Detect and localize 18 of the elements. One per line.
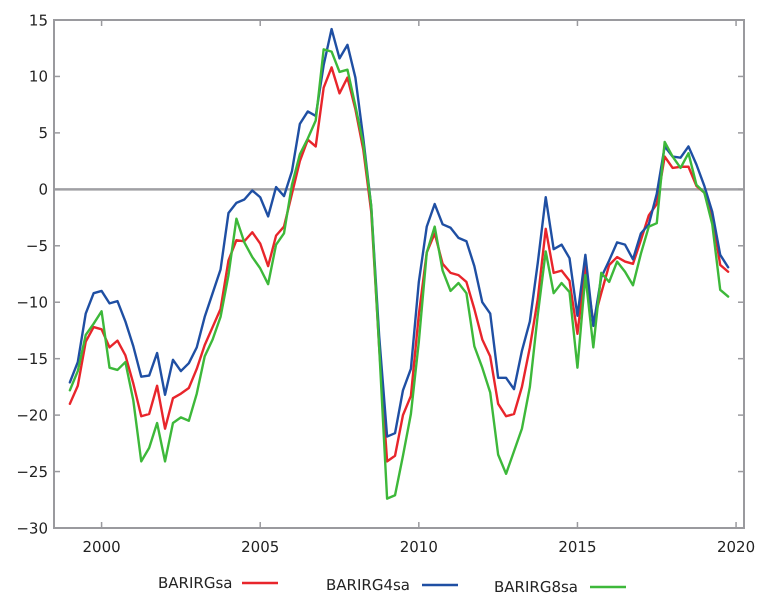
y-tick-label: −20 [16,406,48,424]
legend-label: BARIRG4sa [326,576,410,594]
x-tick-label: 2000 [82,538,121,556]
legend-label: BARIRG8sa [494,578,578,596]
y-tick-label: −25 [16,462,48,481]
x-tick-label: 2005 [241,538,280,556]
y-tick-label: 0 [38,180,48,199]
y-tick-label: 10 [28,68,48,86]
y-tick-label: 5 [38,124,48,142]
x-tick-label: 2010 [400,538,438,556]
y-tick-label: −5 [26,237,48,256]
y-tick-label: −10 [16,293,48,312]
x-tick-label: 2015 [558,538,597,556]
y-tick-label: −30 [16,519,48,538]
x-tick-label: 2020 [716,538,756,556]
y-tick-label: −15 [16,350,48,368]
y-tick-label: 15 [28,11,48,30]
legend-label: BARIRGsa [158,574,232,592]
